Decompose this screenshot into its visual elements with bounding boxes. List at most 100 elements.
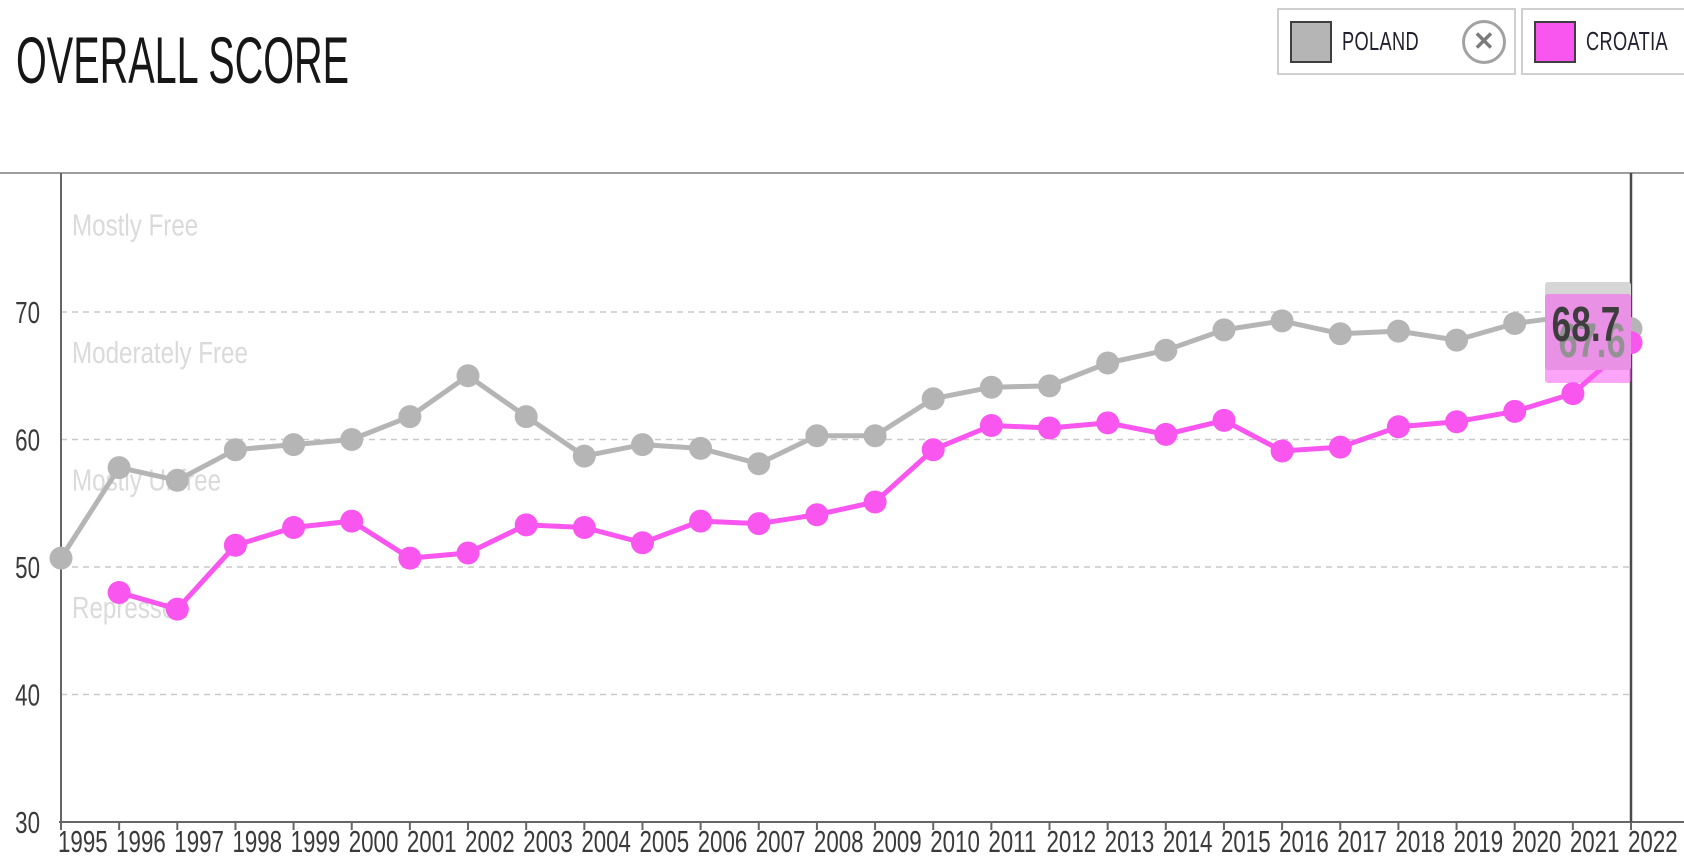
data-point-croatia-2020[interactable]	[1503, 399, 1527, 423]
x-tick-label-2017: 2017	[1337, 824, 1387, 858]
data-point-poland-2009[interactable]	[863, 424, 887, 448]
zone-label-moderately-free: Moderately Free	[72, 335, 248, 370]
data-point-croatia-2000[interactable]	[340, 509, 364, 533]
x-tick-label-2019: 2019	[1454, 824, 1504, 858]
x-tick-label-2000: 2000	[349, 824, 399, 858]
y-tick-label-60: 60	[15, 423, 40, 457]
legend-item-poland[interactable]: POLAND ✕	[1277, 8, 1516, 75]
data-point-croatia-2010[interactable]	[921, 438, 945, 462]
data-point-croatia-2012[interactable]	[1038, 416, 1061, 440]
data-point-poland-2015[interactable]	[1212, 318, 1236, 342]
x-tick-label-2012: 2012	[1047, 824, 1097, 858]
data-point-poland-2016[interactable]	[1270, 309, 1294, 333]
x-tick-label-2020: 2020	[1512, 824, 1562, 858]
x-tick-label-2022: 2022	[1628, 824, 1678, 858]
data-point-croatia-1997[interactable]	[165, 597, 189, 621]
legend-remove-poland-button[interactable]: ✕	[1461, 19, 1506, 64]
data-point-croatia-2018[interactable]	[1386, 415, 1410, 439]
data-point-poland-2008[interactable]	[805, 424, 829, 448]
data-point-croatia-2003[interactable]	[514, 513, 538, 537]
legend-item-croatia[interactable]: CROATIA ✕	[1520, 8, 1684, 75]
data-point-poland-2017[interactable]	[1328, 322, 1352, 346]
data-point-poland-1997[interactable]	[165, 468, 189, 492]
data-point-croatia-2002[interactable]	[456, 541, 480, 565]
x-tick-label-1995: 1995	[58, 824, 108, 858]
x-tick-label-2021: 2021	[1570, 824, 1620, 858]
data-point-croatia-2014[interactable]	[1154, 422, 1178, 446]
data-point-poland-2000[interactable]	[340, 428, 364, 451]
x-tick-label-1996: 1996	[116, 824, 166, 858]
data-point-poland-2002[interactable]	[456, 364, 480, 388]
data-point-poland-2019[interactable]	[1445, 328, 1469, 352]
data-point-croatia-1998[interactable]	[223, 533, 247, 557]
x-tick-label-2009: 2009	[872, 824, 922, 858]
data-point-poland-2005[interactable]	[631, 433, 654, 457]
data-point-croatia-2015[interactable]	[1212, 408, 1236, 432]
y-tick-label-40: 40	[15, 678, 40, 712]
data-point-poland-2003[interactable]	[514, 405, 538, 429]
x-tick-label-2013: 2013	[1105, 824, 1155, 858]
series-line-croatia	[116, 340, 1634, 612]
data-point-croatia-2011[interactable]	[979, 414, 1003, 437]
x-tick-label-1998: 1998	[232, 824, 282, 858]
data-point-poland-2010[interactable]	[921, 387, 945, 411]
data-point-poland-1996[interactable]	[107, 456, 131, 480]
page-title: OVERALL SCORE	[16, 23, 350, 97]
data-point-poland-2001[interactable]	[398, 405, 422, 429]
data-point-poland-2014[interactable]	[1154, 338, 1178, 362]
tooltip-value-poland: 68.7	[1552, 297, 1621, 352]
data-point-poland-1995[interactable]	[49, 546, 73, 570]
x-tick-label-2016: 2016	[1279, 824, 1329, 858]
x-tick-label-2006: 2006	[698, 824, 748, 858]
data-point-poland-2011[interactable]	[979, 375, 1003, 399]
x-tick-label-2008: 2008	[814, 824, 864, 858]
close-icon: ✕	[1473, 25, 1495, 56]
y-tick-label-70: 70	[15, 295, 40, 329]
x-tick-label-1997: 1997	[174, 824, 224, 858]
data-point-croatia-2017[interactable]	[1328, 435, 1352, 459]
data-point-poland-2020[interactable]	[1503, 312, 1527, 335]
legend: POLAND ✕ CROATIA ✕	[1277, 8, 1684, 75]
x-tick-label-2003: 2003	[523, 824, 573, 858]
x-tick-label-2018: 2018	[1395, 824, 1445, 858]
data-point-poland-2006[interactable]	[689, 436, 713, 460]
series-line-poland	[58, 313, 1634, 561]
data-point-croatia-2001[interactable]	[398, 546, 422, 570]
x-tick-label-2004: 2004	[581, 824, 631, 858]
data-point-poland-2018[interactable]	[1386, 319, 1410, 343]
data-point-croatia-2009[interactable]	[863, 490, 887, 514]
data-point-croatia-2006[interactable]	[689, 509, 713, 533]
data-point-poland-2007[interactable]	[747, 452, 771, 476]
legend-swatch-poland	[1290, 20, 1332, 63]
x-tick-label-2011: 2011	[988, 824, 1036, 858]
x-tick-label-2001: 2001	[407, 824, 457, 858]
legend-label-croatia: CROATIA	[1585, 26, 1668, 56]
zone-label-mostly-free: Mostly Free	[72, 208, 198, 243]
data-point-croatia-2007[interactable]	[747, 512, 771, 536]
x-tick-label-2010: 2010	[930, 824, 980, 858]
data-point-croatia-2004[interactable]	[572, 516, 596, 539]
data-point-croatia-2008[interactable]	[805, 503, 829, 527]
x-tick-label-1999: 1999	[291, 824, 341, 858]
data-point-croatia-2005[interactable]	[631, 531, 654, 555]
data-point-poland-1998[interactable]	[223, 438, 247, 462]
data-point-croatia-1996[interactable]	[107, 581, 131, 604]
data-point-poland-1999[interactable]	[282, 433, 306, 457]
data-point-croatia-1999[interactable]	[282, 516, 306, 539]
x-tick-label-2014: 2014	[1163, 824, 1213, 858]
data-point-croatia-2021[interactable]	[1561, 382, 1585, 406]
data-point-croatia-2016[interactable]	[1270, 439, 1294, 463]
data-point-croatia-2019[interactable]	[1445, 410, 1469, 434]
data-point-croatia-2013[interactable]	[1096, 411, 1120, 435]
legend-swatch-croatia	[1533, 20, 1576, 63]
x-tick-label-2007: 2007	[756, 824, 806, 858]
legend-label-poland: POLAND	[1342, 26, 1419, 56]
x-tick-label-2015: 2015	[1221, 824, 1271, 858]
tooltip-value-croatia: 67.6	[1558, 313, 1625, 367]
data-point-poland-2012[interactable]	[1038, 374, 1061, 398]
data-point-poland-2013[interactable]	[1096, 351, 1120, 375]
data-point-poland-2004[interactable]	[572, 444, 596, 468]
y-tick-label-50: 50	[15, 550, 40, 584]
